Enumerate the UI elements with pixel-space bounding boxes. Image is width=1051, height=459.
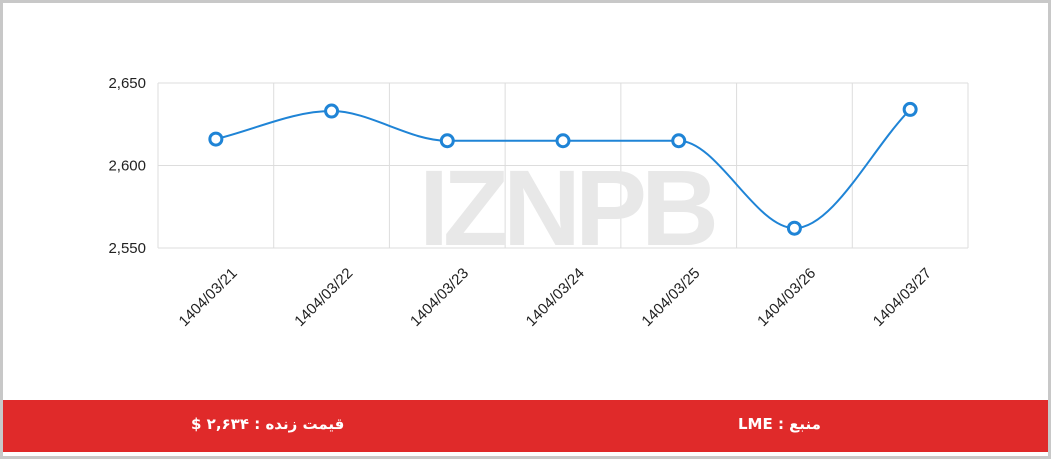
point [786,220,802,236]
point [439,133,455,149]
x-tick-label: 1404/03/23 [407,265,472,330]
point [555,133,571,149]
chart: 2,550 2,600 2,650 IZNPB 1404/03/21 1404/03/22… [108,75,969,330]
point [208,131,224,147]
x-tick-label: 1404/03/24 [523,265,588,330]
x-tick-label: 1404/03/27 [870,265,935,330]
point [324,103,340,119]
footer: قیمت زنده : ۲,۶۳۴ $ منبع : LME [3,400,1048,452]
y-tick-label: 2,600 [108,158,146,175]
live-price: قیمت زنده : ۲,۶۳۴ $ [191,415,345,433]
point [671,133,687,149]
x-tick-label: 1404/03/22 [291,265,356,330]
x-tick-label: 1404/03/25 [638,265,703,330]
y-tick-label: 2,650 [108,75,146,92]
x-tick-label: 1404/03/21 [176,265,241,330]
watermark: IZNPB [419,147,715,268]
source: منبع : LME [738,415,821,433]
point [902,101,918,117]
y-tick-label: 2,550 [108,240,146,257]
x-tick-label: 1404/03/26 [754,265,819,330]
